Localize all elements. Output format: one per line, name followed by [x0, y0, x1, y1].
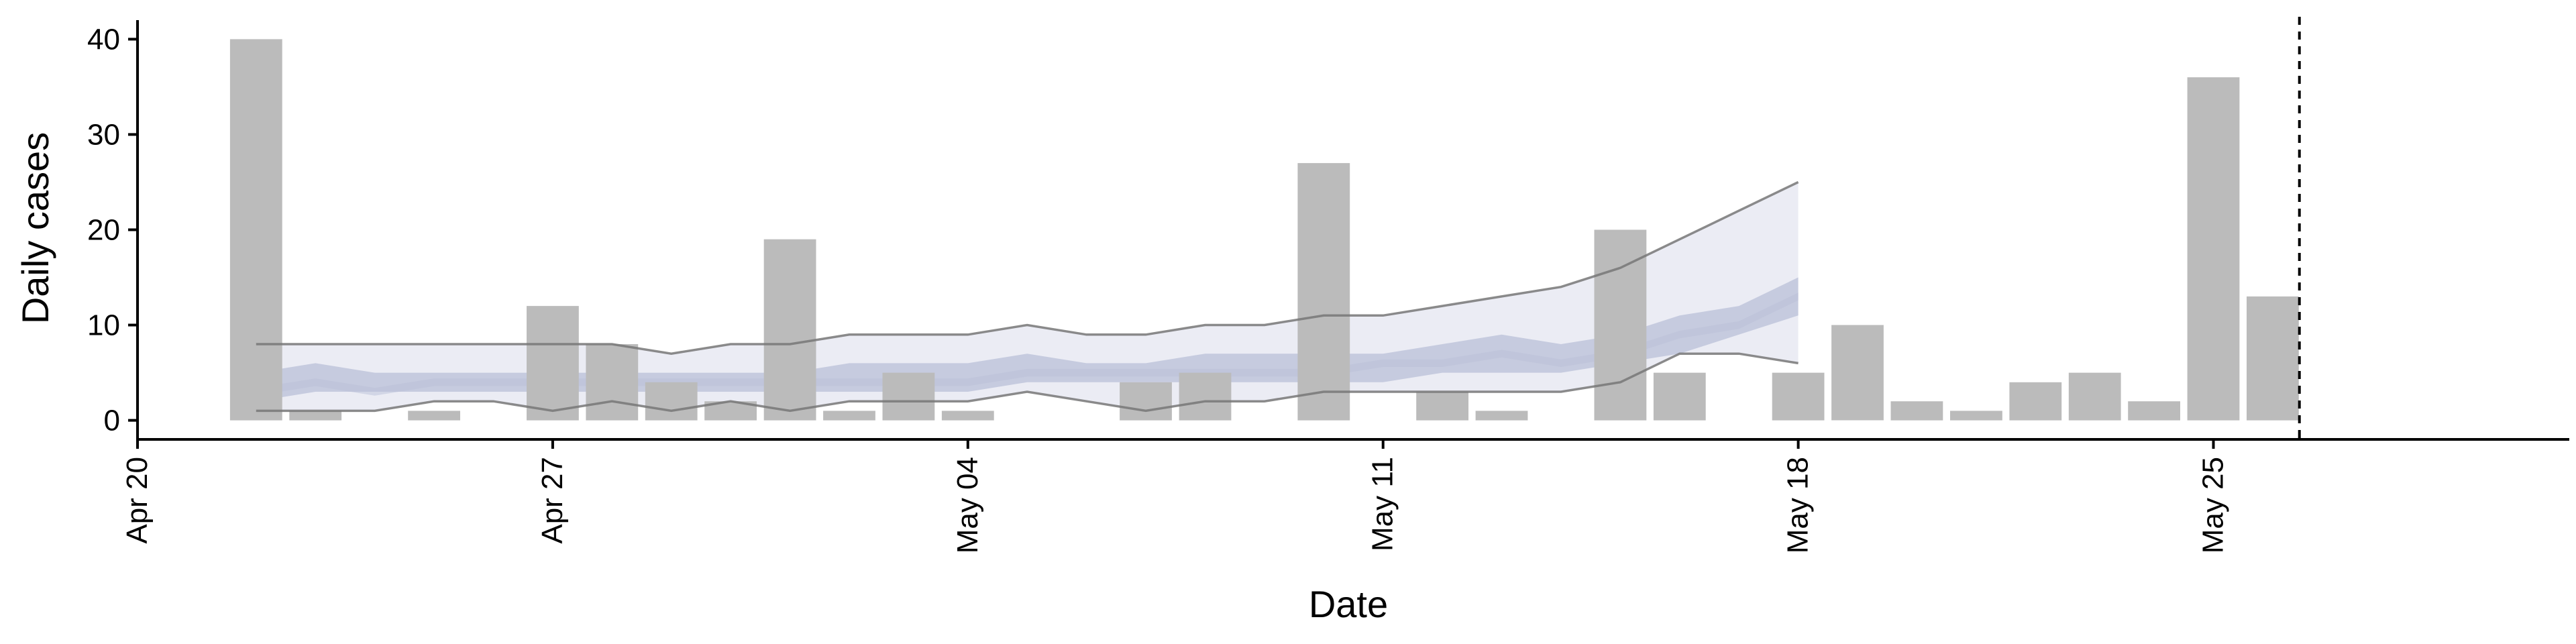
y-tick-label: 30: [87, 118, 120, 151]
lower-bound-line: [256, 352, 1799, 413]
plot-area: [229, 17, 2301, 439]
x-tick-label: May 25: [2197, 457, 2230, 553]
bar: [763, 239, 816, 421]
x-tick-label: Apr 27: [536, 457, 569, 544]
bar: [941, 411, 994, 421]
bar: [1950, 411, 2002, 421]
y-tick-label: 0: [104, 405, 120, 437]
y-ticks: 0 10 20 30 40: [87, 23, 138, 437]
forecast-lines: [256, 180, 1799, 413]
bar: [408, 411, 460, 421]
bar: [1653, 372, 1706, 421]
bar: [2009, 382, 2062, 421]
bar: [1179, 372, 1232, 421]
bar: [2128, 401, 2180, 421]
bar: [1297, 163, 1350, 421]
bar: [645, 382, 698, 421]
bar: [229, 39, 282, 421]
forecast-bands: [256, 182, 1799, 411]
median-band: [256, 292, 1799, 396]
inner-interval-band: [256, 277, 1799, 402]
bar: [527, 306, 579, 421]
y-tick-label: 10: [87, 309, 120, 342]
bar: [2247, 296, 2299, 421]
bar: [1416, 392, 1468, 421]
bar: [1772, 372, 1825, 421]
y-tick-label: 40: [87, 23, 120, 56]
axes: Apr 20 Apr 27 May 04 May 11 May 18 May 25 0 10…: [87, 20, 2569, 553]
x-tick-label: Apr 20: [121, 457, 154, 544]
x-ticks: Apr 20 Apr 27 May 04 May 11 May 18 May 25: [121, 439, 2230, 553]
upper-bound-line: [256, 180, 1799, 355]
bar: [1890, 401, 1943, 421]
y-axis-label: Daily cases: [14, 132, 56, 324]
bar: [2187, 77, 2240, 421]
bar: [1594, 229, 1647, 421]
x-tick-label: May 04: [951, 457, 984, 553]
x-tick-label: May 18: [1782, 457, 1815, 553]
x-axis-label: Date: [1309, 583, 1388, 625]
x-tick-label: May 11: [1366, 457, 1399, 551]
bar: [1120, 382, 1172, 421]
bar: [1831, 325, 1884, 421]
bar: [289, 411, 342, 421]
y-tick-label: 20: [87, 214, 120, 247]
bar: [882, 372, 935, 421]
bar: [1475, 411, 1528, 421]
bar: [586, 344, 639, 421]
daily-case-bars: [229, 39, 2299, 421]
bar: [823, 411, 875, 421]
bar: [2068, 372, 2121, 421]
